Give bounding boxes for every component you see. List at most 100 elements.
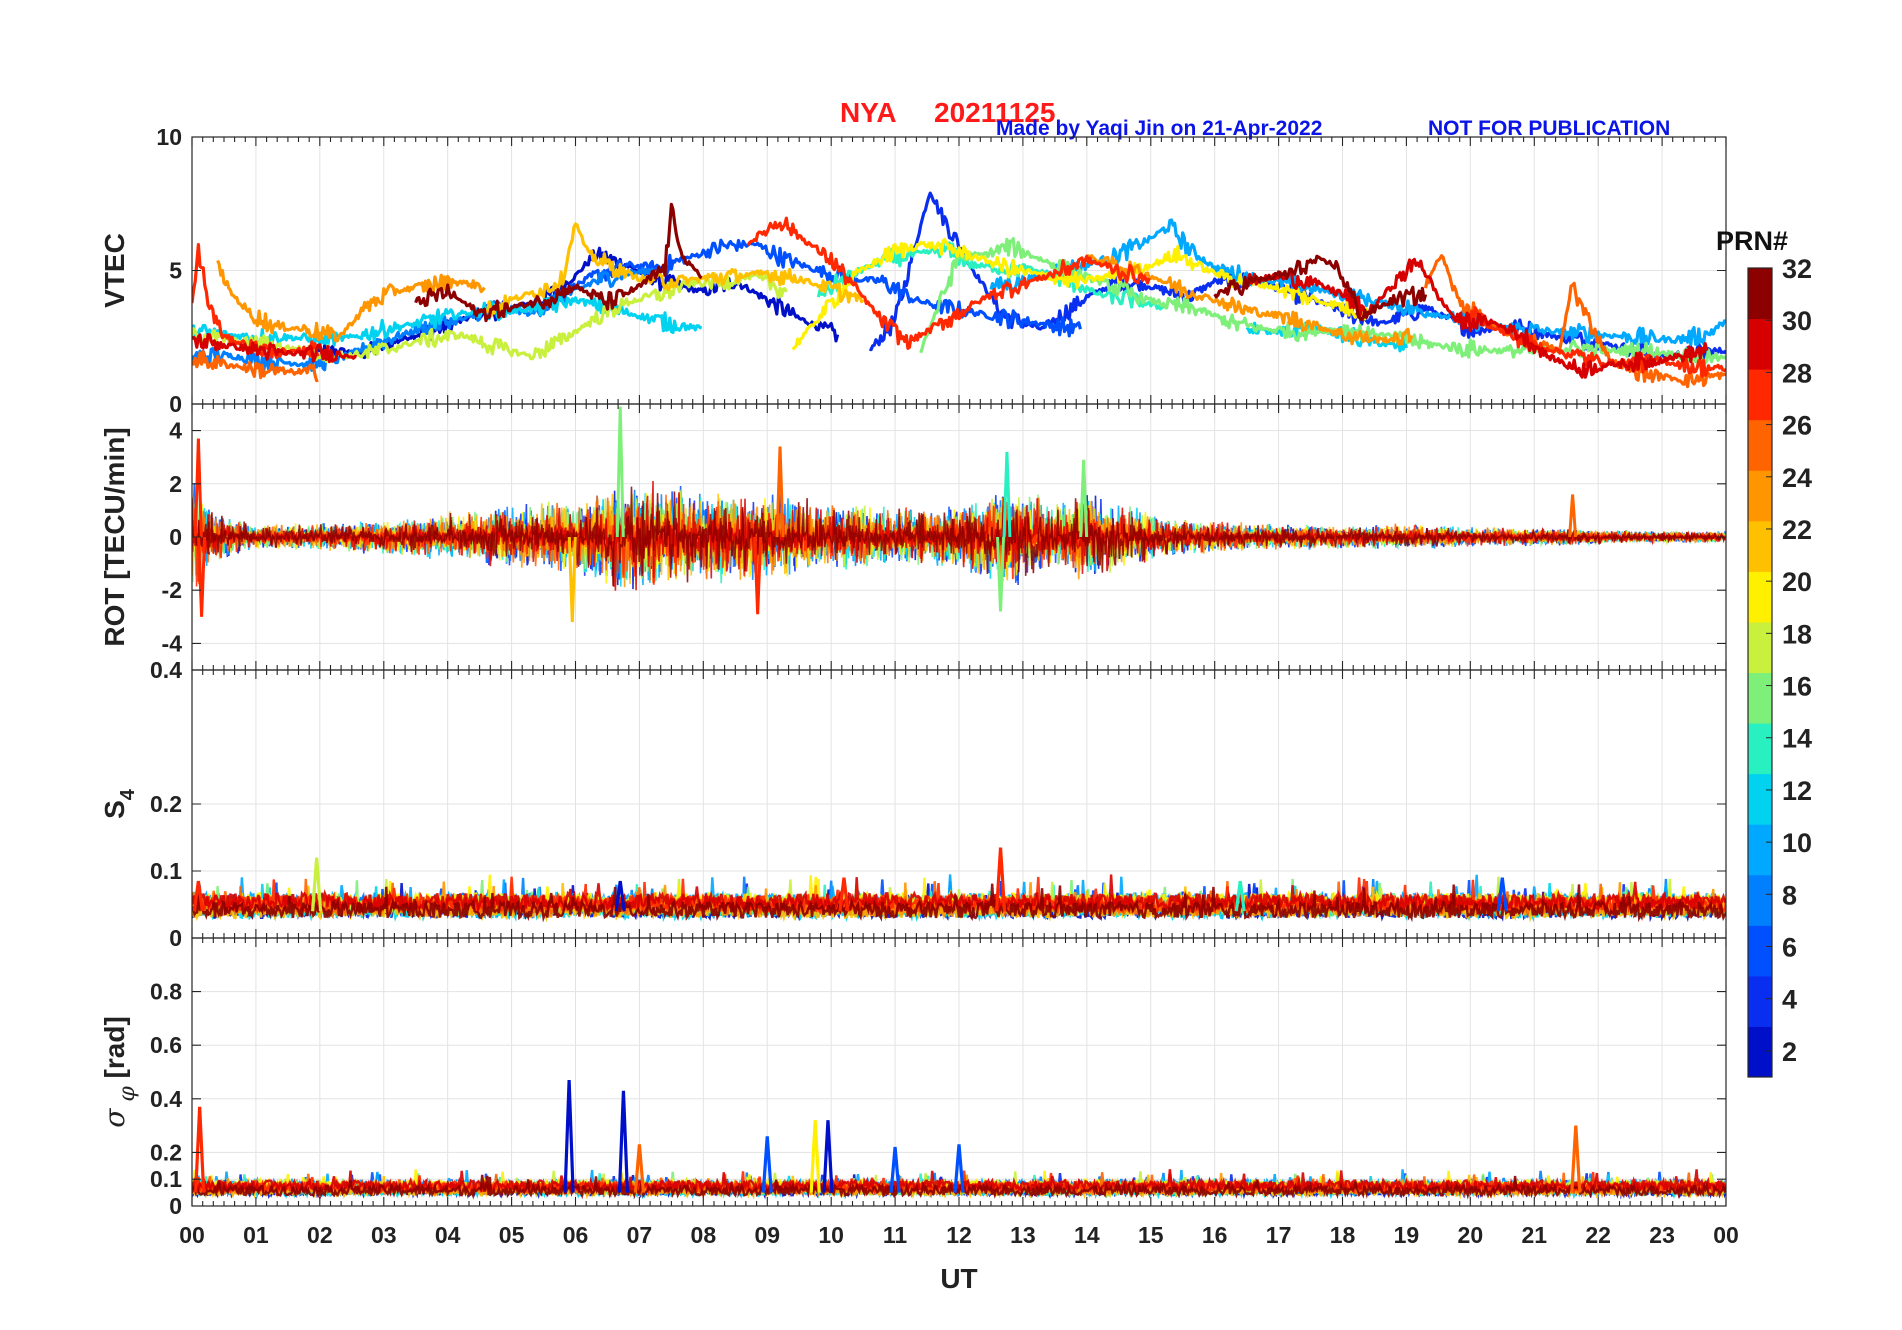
x-tick-label: 05 [499,1222,525,1248]
panel-sigma_phi: 00.10.2 0.4 0.6 0.8 σ φ [rad] [98,937,1727,1219]
panel-rot: -4 -2 0 2 4 ROT [TECU/min] [99,403,1727,671]
vtec-series-prn-20 [791,237,1370,351]
plot-area-sigma_phi [192,1079,1726,1200]
title-disclaimer: NOT FOR PUBLICATION [1428,117,1670,140]
colorbar-tick-label: 8 [1782,880,1797,910]
y-tick-label: 4 [169,418,182,444]
colorbar-frame [1747,267,1773,1078]
vtec-series-prn-22 [486,222,865,318]
x-tick-label: 20 [1458,1222,1484,1248]
colorbar-swatch [1748,470,1772,522]
sigma_phi-spike [563,1079,575,1193]
vtec-series-prn-2 [311,246,840,362]
sigma_phi-spike [1570,1125,1582,1193]
rot-spike [753,536,763,615]
sigma_phi-spike [809,1120,821,1193]
rot-spike [1079,459,1089,538]
colorbar-tick-label: 24 [1782,463,1812,493]
y-tick-label: 0.1 [150,858,182,884]
x-tick-label: 09 [754,1222,780,1248]
vtec-series-prn-32 [414,202,1428,323]
x-tick-label: 08 [691,1222,717,1248]
s4-series-32 [192,883,1726,923]
y-tick-label: 0.4 [150,657,182,683]
x-tick-label: 19 [1394,1222,1420,1248]
x-tick-label: 11 [883,1222,908,1248]
colorbar-tick-label: 18 [1782,619,1812,649]
x-tick-label: 04 [435,1222,461,1248]
x-tick-label: 13 [1010,1222,1036,1248]
rot-spike [567,536,577,623]
colorbar-swatch [1748,318,1772,370]
s4-spike [1496,877,1508,912]
sigma_phi-spike [761,1136,773,1193]
colorbar-swatch [1748,268,1772,320]
y-axis-title-s4: S4 [99,788,139,819]
colorbar-swatch [1748,874,1772,926]
x-ticks-sigma_phi [191,938,1727,1206]
x-ticks-vtec [191,137,1727,404]
y-axis-title-vtec: VTEC [99,233,130,308]
vtec-series-prn-10 [989,218,1726,346]
y-tick-label: 10 [156,124,182,150]
title-date: 20211125 [934,97,1056,128]
colorbar-tick-label: 28 [1782,358,1812,388]
plot-area-vtec [192,191,1726,389]
y-tick-label: 0.2 [150,1139,182,1165]
sigma_phi-spike [633,1144,646,1193]
x-tick-label: 22 [1585,1222,1611,1248]
colorbar-tick-label: 12 [1782,776,1812,806]
plot-area-rot [192,406,1726,623]
sigma_phi-spike [953,1144,965,1193]
colorbar-swatch [1748,773,1772,825]
s4-spike [1234,880,1246,912]
colorbar-swatch [1748,369,1772,421]
colorbar-swatch [1748,419,1772,471]
title-credit: Made by Yaqi Jin on 21-Apr-2022 [996,117,1322,140]
y-axis-title-rot: ROT [TECU/min] [99,427,130,646]
x-tick-label: 14 [1074,1222,1100,1248]
x-tick-label: 12 [946,1222,972,1248]
y-tick-label: -4 [162,630,183,656]
colorbar-tick-label: 16 [1782,672,1812,702]
colorbar-tick-label: 4 [1782,985,1797,1015]
x-tick-label: 02 [307,1222,333,1248]
colorbar-swatch [1748,672,1772,724]
y-tick-label: 0 [169,925,182,951]
colorbar-swatch [1748,824,1772,876]
sigma_phi-spike [889,1146,901,1193]
x-axis-title: UT [940,1263,977,1294]
rot-spike [996,536,1006,612]
x-tick-label: 23 [1649,1222,1675,1248]
rot-series-28 [192,487,1726,587]
colorbar-swatch [1748,621,1772,673]
rot-spike [1568,494,1578,538]
rot-spike [197,536,207,617]
y-tick-label: 2 [169,471,182,497]
y-tick-label: 5 [169,258,182,284]
x-ticks-s4 [191,670,1727,938]
y-tick-label: 0 [169,1193,182,1219]
x-tick-label: 01 [243,1222,269,1248]
colorbar-tick-label: 30 [1782,306,1812,336]
y-axis-title-sigma_phi: σ φ [rad] [98,1016,140,1128]
y-tick-label: 0.1 [150,1166,182,1192]
x-tick-label: 00 [1713,1222,1739,1248]
s4-spike [614,880,626,912]
rot-spike [1002,451,1012,538]
sigma_phi-spike [194,1106,206,1193]
x-tick-label: 18 [1330,1222,1356,1248]
x-tick-label: 15 [1138,1222,1164,1248]
colorbar-tick-label: 2 [1782,1037,1797,1067]
colorbar-tick-label: 10 [1782,828,1812,858]
s4-spike [311,857,323,912]
x-tick-label: 00 [179,1222,205,1248]
colorbar-tick-label: 14 [1782,724,1812,754]
x-tick-label: 21 [1521,1222,1547,1248]
rot-series-32 [192,486,1726,587]
colorbar-swatch [1748,975,1772,1027]
y-tick-label: 0 [169,524,182,550]
